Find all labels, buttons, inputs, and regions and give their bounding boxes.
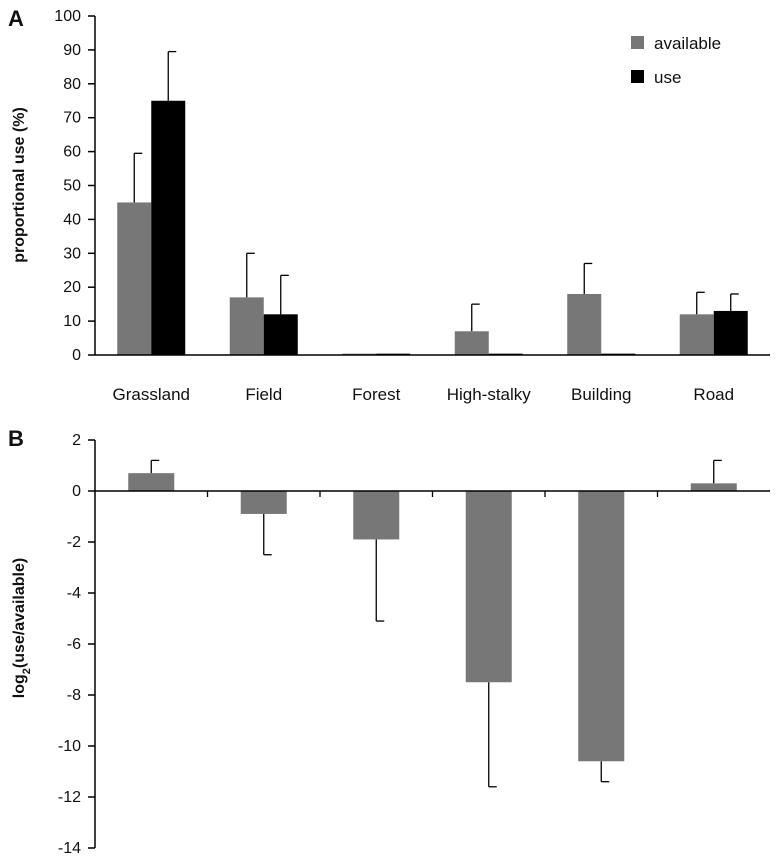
category-label-grassland: Grassland xyxy=(113,385,190,404)
panel-a-y-ticks: 0 10 20 30 40 50 60 70 80 90 100 xyxy=(54,8,95,364)
y-tick-label: 90 xyxy=(63,42,81,59)
y-tick-label: 2 xyxy=(72,432,81,449)
y-tick-label: -14 xyxy=(58,840,81,856)
category-label-forest: Forest xyxy=(352,385,400,404)
y-tick-label: 0 xyxy=(72,483,81,500)
y-tick-label: -10 xyxy=(58,738,81,755)
panel-a: A proportional use (%) 0 10 20 30 40 50 60 70 80… xyxy=(8,6,770,404)
bar-available-building xyxy=(567,293,602,355)
y-tick-label: 30 xyxy=(63,245,81,262)
panel-b-y-label-rest: (use/available) xyxy=(11,558,28,668)
category-label-building: Building xyxy=(571,385,632,404)
bar-use-grassland xyxy=(151,100,186,355)
category-label-high-stalky: High-stalky xyxy=(447,385,532,404)
panel-a-legend: available use xyxy=(631,34,721,87)
y-tick-label: -6 xyxy=(67,636,81,653)
y-tick-label: 0 xyxy=(72,347,81,364)
legend-swatch-available xyxy=(631,36,644,49)
panel-b-y-axis-label: log2(use/available) xyxy=(11,558,33,698)
y-tick-label: 20 xyxy=(63,279,81,296)
category-label-field: Field xyxy=(245,385,282,404)
category-label-road: Road xyxy=(693,385,734,404)
bar-use-road xyxy=(713,310,748,355)
y-tick-label: 50 xyxy=(63,178,81,195)
panel-b-bars xyxy=(128,459,737,788)
panel-b-y-ticks: 2 0 -2 -4 -6 -8 -10 -12 -14 xyxy=(58,432,95,856)
y-tick-label: 40 xyxy=(63,211,81,228)
panel-b-y-label-subscript: 2 xyxy=(21,668,33,674)
panel-a-category-labels: Grassland Field Forest High-stalky Building R… xyxy=(113,385,735,404)
panel-b-y-label-base: log xyxy=(11,674,28,698)
y-tick-label: -8 xyxy=(67,687,81,704)
y-tick-label: 70 xyxy=(63,110,81,127)
bar-use-field xyxy=(263,314,298,355)
panel-b-letter: B xyxy=(8,426,24,451)
panel-a-letter: A xyxy=(8,6,24,31)
y-tick-label: 10 xyxy=(63,313,81,330)
bar-field xyxy=(240,491,287,514)
panel-a-bars xyxy=(117,50,748,355)
bar-high-stalky xyxy=(465,491,512,683)
legend-label-use: use xyxy=(654,68,681,87)
bar-available-road xyxy=(679,314,714,355)
bar-available-grassland xyxy=(117,202,152,355)
bar-building xyxy=(578,491,625,762)
y-tick-label: 80 xyxy=(63,76,81,93)
bar-available-field xyxy=(229,297,264,355)
y-tick-label: 60 xyxy=(63,144,81,161)
y-tick-label: -2 xyxy=(67,534,81,551)
bar-grassland xyxy=(128,473,175,491)
panel-b-axes xyxy=(94,440,770,848)
bar-road xyxy=(690,483,737,491)
y-tick-label: 100 xyxy=(54,8,81,25)
y-tick-label: -4 xyxy=(67,585,81,602)
bar-forest xyxy=(353,491,400,540)
y-tick-label: -12 xyxy=(58,789,81,806)
bar-available-high-stalky xyxy=(454,331,489,355)
panel-b: B log2(use/available) 20-2-4-6-8-10-12-1… xyxy=(8,426,770,856)
legend-swatch-use xyxy=(631,70,644,83)
legend-label-available: available xyxy=(654,34,721,53)
panel-a-axes xyxy=(94,16,770,356)
panel-a-y-axis-label: proportional use (%) xyxy=(11,107,28,263)
